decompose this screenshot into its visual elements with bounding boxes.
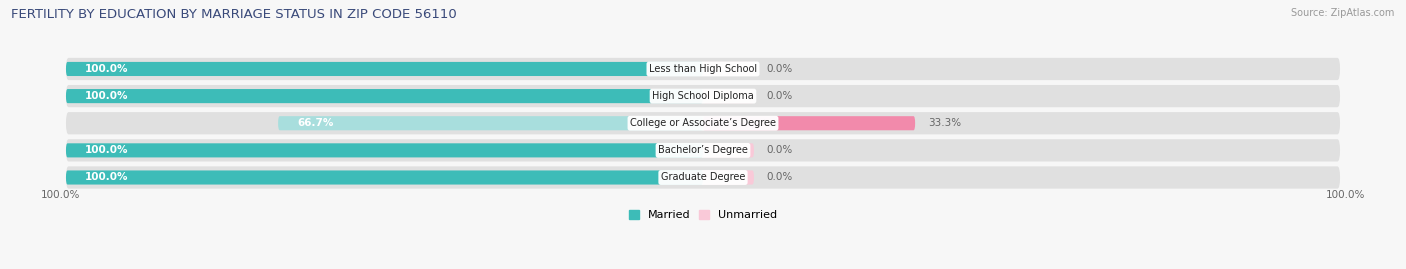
Text: 33.3%: 33.3% <box>928 118 960 128</box>
FancyBboxPatch shape <box>66 62 703 76</box>
Text: 100.0%: 100.0% <box>86 91 128 101</box>
FancyBboxPatch shape <box>703 171 754 185</box>
FancyBboxPatch shape <box>66 85 1340 107</box>
Text: Source: ZipAtlas.com: Source: ZipAtlas.com <box>1291 8 1395 18</box>
Text: 100.0%: 100.0% <box>86 145 128 155</box>
FancyBboxPatch shape <box>66 139 1340 161</box>
Text: 0.0%: 0.0% <box>766 91 793 101</box>
Text: High School Diploma: High School Diploma <box>652 91 754 101</box>
Text: College or Associate’s Degree: College or Associate’s Degree <box>630 118 776 128</box>
Text: FERTILITY BY EDUCATION BY MARRIAGE STATUS IN ZIP CODE 56110: FERTILITY BY EDUCATION BY MARRIAGE STATU… <box>11 8 457 21</box>
Text: 100.0%: 100.0% <box>1326 190 1365 200</box>
Text: 100.0%: 100.0% <box>41 190 80 200</box>
FancyBboxPatch shape <box>703 143 754 157</box>
Text: Bachelor’s Degree: Bachelor’s Degree <box>658 145 748 155</box>
Text: 0.0%: 0.0% <box>766 145 793 155</box>
Text: 0.0%: 0.0% <box>766 64 793 74</box>
Text: Less than High School: Less than High School <box>650 64 756 74</box>
Legend: Married, Unmarried: Married, Unmarried <box>624 206 782 225</box>
Text: 0.0%: 0.0% <box>766 172 793 182</box>
FancyBboxPatch shape <box>66 112 1340 134</box>
FancyBboxPatch shape <box>66 89 703 103</box>
Text: Graduate Degree: Graduate Degree <box>661 172 745 182</box>
FancyBboxPatch shape <box>66 58 1340 80</box>
FancyBboxPatch shape <box>703 62 754 76</box>
FancyBboxPatch shape <box>278 116 703 130</box>
FancyBboxPatch shape <box>66 171 703 185</box>
FancyBboxPatch shape <box>66 143 703 157</box>
FancyBboxPatch shape <box>703 89 754 103</box>
Text: 100.0%: 100.0% <box>86 64 128 74</box>
FancyBboxPatch shape <box>703 116 915 130</box>
Text: 66.7%: 66.7% <box>297 118 333 128</box>
FancyBboxPatch shape <box>66 166 1340 189</box>
Text: 100.0%: 100.0% <box>86 172 128 182</box>
